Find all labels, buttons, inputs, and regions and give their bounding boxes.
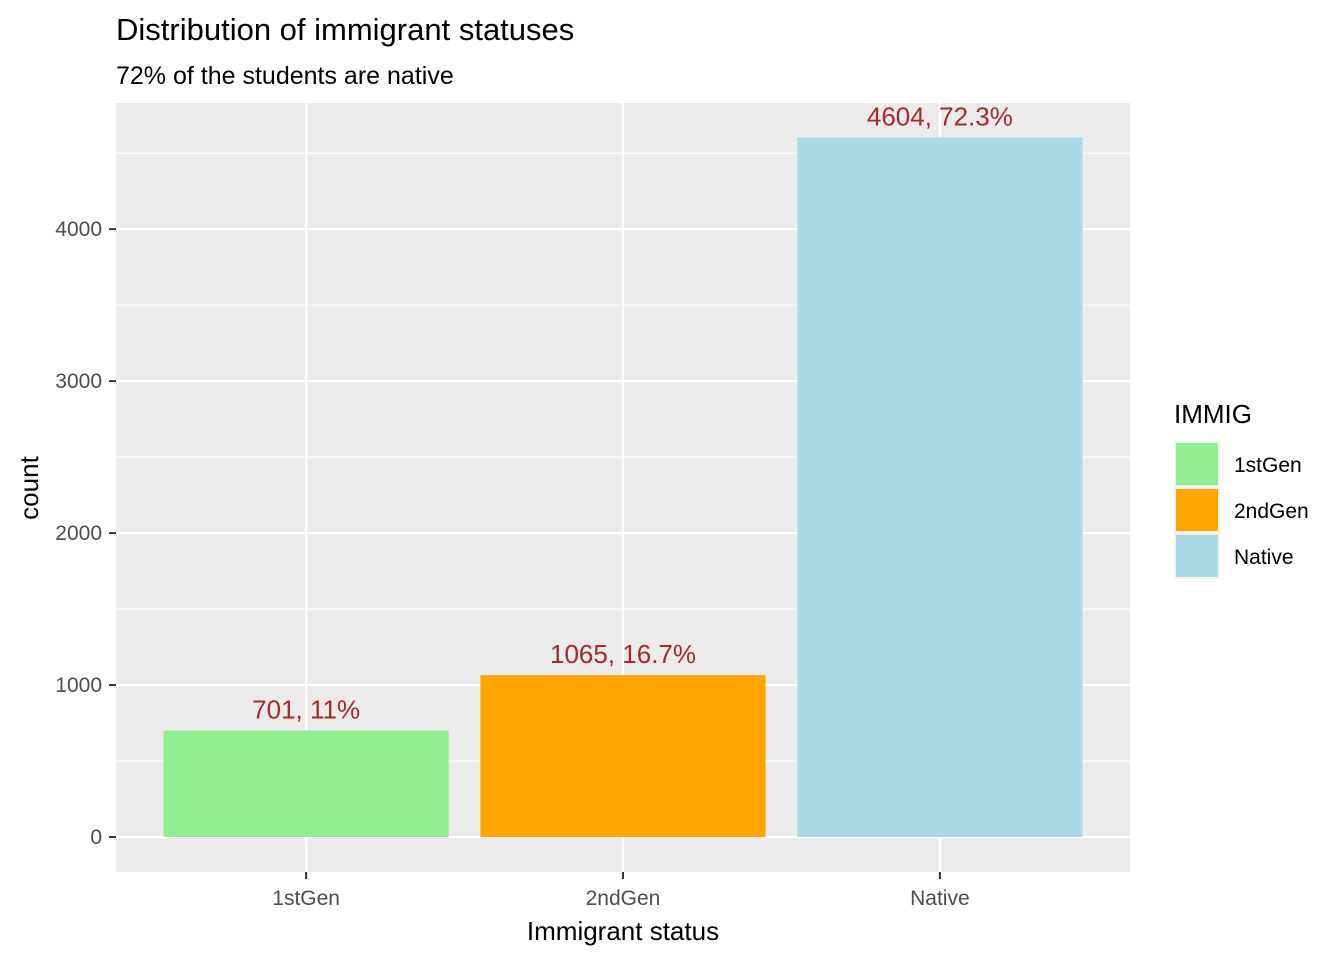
y-tick-label: 2000	[55, 522, 102, 545]
legend-swatch-2ndGen	[1176, 489, 1218, 531]
bar-label-Native: 4604, 72.3%	[867, 101, 1013, 131]
bar-1stGen	[163, 730, 449, 838]
y-tick-label: 1000	[55, 674, 102, 697]
legend-swatch-1stGen	[1176, 443, 1218, 485]
legend: IMMIG 1stGen 2ndGen Native	[1174, 399, 1309, 579]
bar-Native	[797, 137, 1083, 838]
bar-label-2ndGen: 1065, 16.7%	[550, 639, 696, 669]
x-axis-title: Immigrant status	[527, 916, 719, 946]
y-axis: 0 1000 2000 3000 4000	[55, 218, 116, 849]
x-tick-label: Native	[910, 887, 970, 910]
chart-title: Distribution of immigrant statuses	[116, 12, 574, 47]
chart-subtitle: 72% of the students are native	[116, 62, 454, 90]
legend-label-1stGen: 1stGen	[1234, 454, 1302, 477]
legend-label-2ndGen: 2ndGen	[1234, 500, 1309, 523]
bar-2ndGen	[480, 675, 766, 838]
legend-title: IMMIG	[1174, 399, 1252, 429]
x-axis: 1stGen 2ndGen Native	[272, 872, 970, 910]
bars	[163, 137, 1083, 838]
y-tick-label: 4000	[55, 218, 102, 241]
bar-labels: 701, 11% 1065, 16.7% 4604, 72.3%	[252, 101, 1013, 724]
x-tick-label: 2ndGen	[586, 887, 661, 910]
y-axis-title: count	[14, 455, 44, 519]
bar-label-1stGen: 701, 11%	[252, 695, 360, 725]
legend-label-Native: Native	[1234, 546, 1294, 569]
y-tick-label: 3000	[55, 370, 102, 393]
x-tick-label: 1stGen	[272, 887, 340, 910]
legend-swatch-Native	[1176, 535, 1218, 577]
y-tick-label: 0	[90, 826, 102, 849]
